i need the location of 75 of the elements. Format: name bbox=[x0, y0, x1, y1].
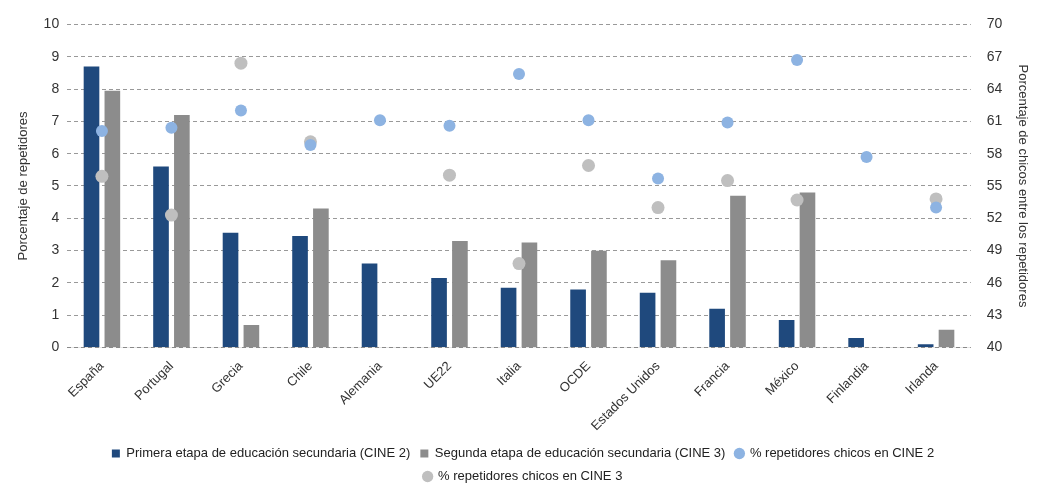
bar bbox=[778, 320, 795, 348]
bar bbox=[917, 344, 934, 348]
point bbox=[95, 125, 108, 138]
x-tick-label: Italia bbox=[493, 357, 525, 389]
y2-tick-label: 52 bbox=[986, 209, 1003, 226]
bar bbox=[799, 192, 816, 348]
point bbox=[513, 67, 525, 80]
bar bbox=[639, 292, 656, 348]
bar bbox=[174, 114, 190, 348]
point bbox=[234, 104, 247, 117]
bar bbox=[591, 250, 607, 348]
point bbox=[791, 53, 804, 66]
y-tick-label: 1 bbox=[51, 306, 60, 323]
bar bbox=[292, 236, 308, 348]
point bbox=[790, 193, 804, 207]
bar bbox=[361, 263, 378, 348]
y2-tick-label: 58 bbox=[986, 144, 1003, 161]
point bbox=[304, 139, 317, 152]
point bbox=[512, 257, 526, 271]
bar bbox=[570, 289, 586, 348]
bar bbox=[938, 329, 955, 348]
point bbox=[443, 119, 456, 132]
point bbox=[582, 114, 595, 127]
point bbox=[373, 114, 386, 127]
bar bbox=[848, 337, 864, 348]
y2-tick-label: 49 bbox=[986, 241, 1003, 258]
bar bbox=[222, 232, 239, 348]
y2-tick-label: 40 bbox=[986, 338, 1003, 355]
y-tick-label: 0 bbox=[51, 338, 60, 355]
point bbox=[95, 169, 109, 183]
y2-tick-label: 67 bbox=[986, 47, 1003, 64]
y2-tick-label: 55 bbox=[986, 176, 1003, 193]
y2-tick-label: 46 bbox=[986, 273, 1003, 290]
y-tick-label: 7 bbox=[51, 112, 60, 129]
y2-tick-label: 70 bbox=[986, 15, 1003, 32]
legend-label: % repetidores chicos en CINE 2 bbox=[749, 445, 935, 461]
legend-label: Segunda etapa de educación secundaria (CINE 3) bbox=[434, 445, 726, 461]
y-tick-label: 8 bbox=[51, 79, 60, 96]
legend-label: % repetidores chicos en CINE 3 bbox=[438, 468, 623, 484]
y2-tick-label: 64 bbox=[986, 79, 1003, 96]
point bbox=[930, 201, 943, 214]
bar bbox=[104, 90, 121, 348]
point bbox=[652, 172, 665, 185]
point bbox=[721, 116, 734, 129]
bar bbox=[730, 195, 746, 348]
bar bbox=[431, 278, 447, 348]
bar bbox=[452, 240, 468, 348]
bar bbox=[243, 324, 260, 348]
bar bbox=[709, 308, 725, 348]
y-tick-label: 6 bbox=[51, 144, 60, 161]
point bbox=[860, 150, 873, 163]
legend-label: Primera etapa de educación secundaria (CINE 2) bbox=[126, 445, 411, 461]
y2-axis-title: Porcentaje de chicos entre los repetidores bbox=[1015, 64, 1031, 308]
point bbox=[165, 121, 178, 134]
y-tick-label: 10 bbox=[43, 15, 60, 32]
point bbox=[721, 174, 735, 188]
point bbox=[651, 201, 665, 215]
point bbox=[234, 56, 248, 70]
bar bbox=[313, 208, 329, 348]
bar bbox=[500, 287, 517, 348]
y-tick-label: 4 bbox=[51, 209, 60, 226]
y2-tick-label: 61 bbox=[986, 112, 1003, 129]
y-axis-title: Porcentaje de repetidores bbox=[15, 111, 31, 261]
y-tick-label: 3 bbox=[51, 241, 60, 258]
y-tick-label: 9 bbox=[51, 47, 60, 64]
point bbox=[164, 208, 178, 222]
bar bbox=[83, 66, 100, 348]
point bbox=[442, 168, 456, 182]
bar bbox=[660, 260, 677, 348]
y2-tick-label: 43 bbox=[986, 306, 1003, 323]
y-tick-label: 5 bbox=[51, 176, 60, 193]
bar bbox=[153, 166, 169, 348]
bar bbox=[521, 242, 538, 348]
point bbox=[582, 159, 596, 173]
y-tick-label: 2 bbox=[51, 273, 60, 290]
